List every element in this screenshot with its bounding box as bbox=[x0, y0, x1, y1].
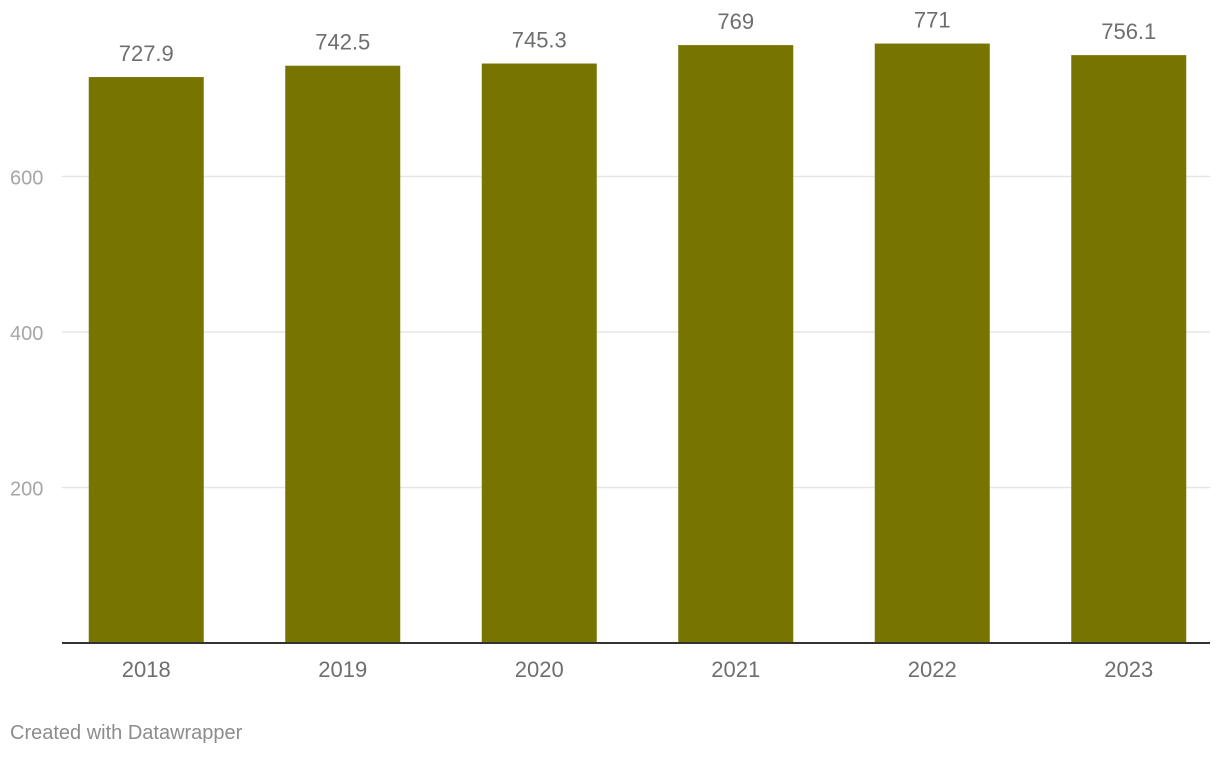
y-tick-label: 200 bbox=[10, 479, 43, 501]
value-label: 745.3 bbox=[512, 28, 567, 53]
bar-2019 bbox=[285, 65, 401, 644]
grid-layer bbox=[62, 175, 1210, 489]
x-tick-label: 2022 bbox=[908, 657, 957, 682]
x-tick-label: 2023 bbox=[1104, 657, 1153, 682]
bar-2022 bbox=[874, 43, 990, 644]
bar-2023 bbox=[1071, 55, 1187, 643]
axis-layer: 200 400 600 bbox=[10, 168, 1210, 644]
y-tick-label: 600 bbox=[10, 168, 43, 190]
bar-2018 bbox=[88, 77, 204, 644]
value-label: 771 bbox=[914, 8, 951, 33]
value-label: 756.1 bbox=[1101, 19, 1156, 44]
footer-credit: Created with Datawrapper bbox=[10, 722, 243, 744]
bar-2021 bbox=[678, 45, 794, 644]
value-label: 742.5 bbox=[315, 30, 370, 55]
x-tick-label: 2020 bbox=[515, 657, 564, 682]
label-layer: 727.9 2018 742.5 2019 745.3 2020 769 2021 771 202… bbox=[119, 8, 1157, 682]
value-label: 727.9 bbox=[119, 41, 174, 66]
bar-2020 bbox=[481, 63, 597, 644]
x-tick-label: 2018 bbox=[122, 657, 171, 682]
value-label: 769 bbox=[717, 9, 754, 34]
y-tick-label: 400 bbox=[10, 323, 43, 345]
x-tick-label: 2019 bbox=[318, 657, 367, 682]
bar-layer bbox=[88, 43, 1187, 644]
x-tick-label: 2021 bbox=[711, 657, 760, 682]
